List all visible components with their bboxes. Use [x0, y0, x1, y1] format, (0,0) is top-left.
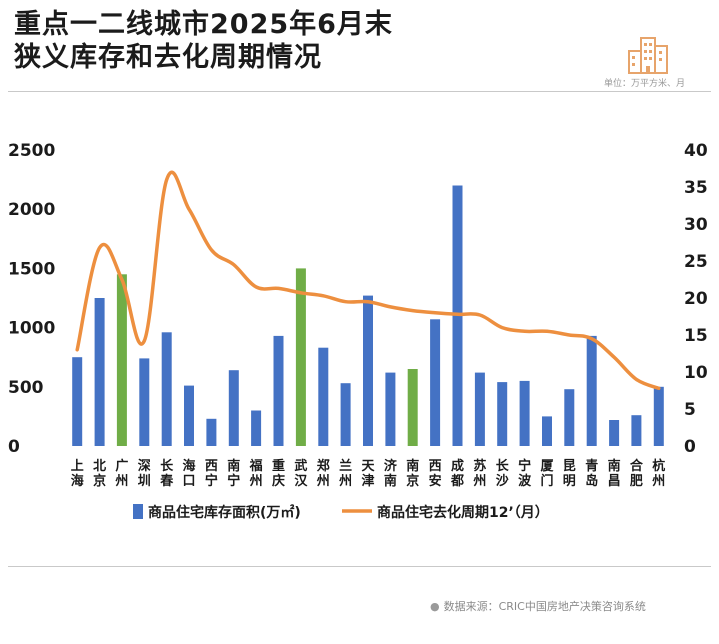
x-tick-label-2: 广州	[114, 458, 128, 489]
y-left-tick-500: 500	[8, 378, 44, 398]
y-right-axis: 0 5 10 15 20 25 30 35 40	[684, 141, 708, 457]
building-logo-icon	[628, 37, 668, 74]
y-right-tick-5: 5	[684, 400, 696, 420]
legend-bar-label: 商品住宅库存面积(万㎡)	[148, 504, 301, 521]
bar-19	[497, 382, 508, 446]
bar-16	[430, 319, 441, 446]
bar-0	[72, 357, 83, 446]
legend-line-label: 商品住宅去化周期12’（月）	[377, 504, 549, 521]
x-tick-label-13: 天津	[361, 459, 375, 489]
source-note: ● 数据来源：CRIC中国房地产决策咨询系统	[430, 598, 646, 614]
x-tick-label-6: 西宁	[205, 459, 218, 489]
bar-20	[519, 380, 530, 446]
legend-bar-swatch	[133, 504, 143, 519]
x-tick-label-10: 武汉	[294, 458, 308, 489]
x-tick-label-11: 郑州	[316, 458, 330, 489]
y-left-tick-0: 0	[8, 437, 20, 457]
bar-5	[184, 385, 194, 446]
x-tick-label-20: 宁波	[518, 458, 532, 489]
x-tick-label-18: 苏州	[472, 458, 486, 489]
x-tick-label-16: 西安	[429, 459, 442, 489]
bar-10	[295, 268, 306, 446]
y-left-tick-2500: 2500	[8, 141, 55, 161]
x-tick-label-22: 昆明	[563, 458, 576, 489]
y-right-tick-25: 25	[684, 252, 708, 272]
y-right-tick-0: 0	[684, 437, 696, 457]
bar-18	[474, 372, 485, 446]
legend: 商品住宅库存面积(万㎡) 商品住宅去化周期12’（月）	[133, 504, 549, 521]
y-right-tick-40: 40	[684, 141, 708, 161]
bar-24	[609, 420, 620, 446]
bar-2	[116, 274, 127, 446]
y-right-tick-15: 15	[684, 326, 708, 346]
y-left-tick-1500: 1500	[8, 259, 55, 279]
footer-divider	[8, 566, 711, 567]
x-tick-label-14: 济南	[384, 458, 398, 489]
y-left-tick-2000: 2000	[8, 200, 55, 220]
bar-3	[139, 358, 150, 446]
bar-26	[653, 386, 664, 446]
x-tick-label-26: 杭州	[651, 458, 665, 489]
bar-12	[340, 383, 351, 446]
bar-23	[586, 335, 597, 446]
turnover-line	[75, 170, 661, 391]
x-tick-label-23: 青岛	[585, 458, 598, 489]
bar-11	[318, 347, 329, 446]
bar-7	[228, 370, 239, 446]
x-tick-label-8: 福州	[249, 458, 263, 489]
bar-15	[407, 369, 418, 446]
y-right-tick-30: 30	[684, 215, 708, 235]
y-left-tick-1000: 1000	[8, 319, 55, 339]
bar-9	[273, 335, 284, 446]
x-tick-label-9: 重庆	[271, 458, 285, 489]
bar-22	[564, 389, 575, 446]
x-tick-label-4: 长春	[159, 458, 174, 489]
x-tick-label-1: 北京	[93, 459, 106, 489]
source-text: 数据来源：CRIC中国房地产决策咨询系统	[443, 600, 646, 613]
x-tick-label-17: 成都	[450, 458, 464, 489]
chart-title-line-1: 重点一二线城市2025年6月末	[14, 9, 393, 40]
chart-title-line-2: 狭义库存和去化周期情况	[14, 42, 322, 73]
x-tick-label-25: 合肥	[630, 458, 644, 489]
bar-8	[251, 410, 262, 446]
y-right-tick-35: 35	[684, 178, 708, 198]
chart-title: 重点一二线城市2025年6月末 狭义库存和去化周期情况	[14, 8, 393, 74]
bar-4	[161, 332, 172, 446]
y-right-tick-20: 20	[684, 289, 708, 309]
x-tick-label-5: 海口	[182, 458, 195, 489]
bar-25	[631, 415, 642, 446]
x-tick-label-24: 南昌	[608, 458, 621, 489]
bar-21	[542, 416, 552, 446]
bar-13	[363, 295, 373, 446]
source-dot-icon: ●	[430, 600, 440, 613]
x-tick-label-0: 上海	[71, 459, 84, 489]
x-axis: 上海北京广州深圳长春海口西宁南宁福州重庆武汉郑州兰州天津济南南京西安成都苏州长沙…	[71, 458, 666, 489]
x-tick-label-21: 厦门	[540, 458, 554, 489]
bar-14	[385, 372, 396, 446]
header-divider	[8, 91, 711, 92]
y-right-tick-10: 10	[684, 363, 708, 383]
bar-6	[206, 418, 217, 446]
x-tick-label-19: 长沙	[496, 458, 510, 489]
y-left-axis: 0 500 1000 1500 2000 2500	[8, 141, 55, 457]
x-tick-label-15: 南京	[406, 458, 419, 489]
bar-1	[94, 298, 105, 446]
chart: 0 500 1000 1500 2000 2500 0 5 10 15 20 25 30 35 40 上海…	[8, 141, 708, 521]
unit-label: 单位：万平方米、月	[603, 79, 685, 89]
x-tick-label-12: 兰州	[338, 458, 352, 489]
x-tick-label-7: 南宁	[227, 458, 240, 489]
x-tick-label-3: 深圳	[138, 458, 151, 489]
